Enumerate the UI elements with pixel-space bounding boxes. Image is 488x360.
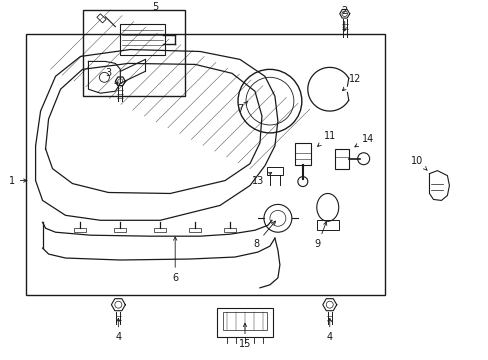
Text: 12: 12: [342, 74, 360, 91]
Bar: [224, 228, 236, 232]
Bar: [74, 228, 86, 232]
Text: 6: 6: [172, 237, 178, 283]
Text: 2: 2: [341, 6, 347, 31]
Bar: [120, 24, 165, 55]
Bar: [294, 143, 310, 165]
Text: 5: 5: [152, 2, 158, 12]
Text: 3: 3: [105, 68, 118, 85]
Text: 4: 4: [115, 318, 121, 342]
Text: 9: 9: [314, 222, 326, 249]
Bar: [266, 167, 283, 175]
Text: 8: 8: [252, 221, 275, 249]
Text: 15: 15: [238, 323, 251, 350]
Bar: [83, 10, 185, 96]
Text: 4: 4: [326, 318, 332, 342]
Bar: [25, 33, 384, 295]
Text: 1: 1: [9, 176, 27, 185]
Bar: [154, 228, 166, 232]
Bar: [189, 228, 201, 232]
Bar: [97, 14, 106, 23]
Text: 14: 14: [354, 134, 373, 147]
Bar: [223, 312, 266, 329]
Text: 13: 13: [251, 172, 271, 185]
Text: 10: 10: [410, 156, 427, 171]
Text: 11: 11: [317, 131, 335, 147]
Bar: [114, 228, 126, 232]
Bar: [334, 149, 348, 168]
Bar: [316, 220, 338, 230]
Bar: [217, 308, 272, 337]
Text: 7: 7: [236, 101, 247, 114]
